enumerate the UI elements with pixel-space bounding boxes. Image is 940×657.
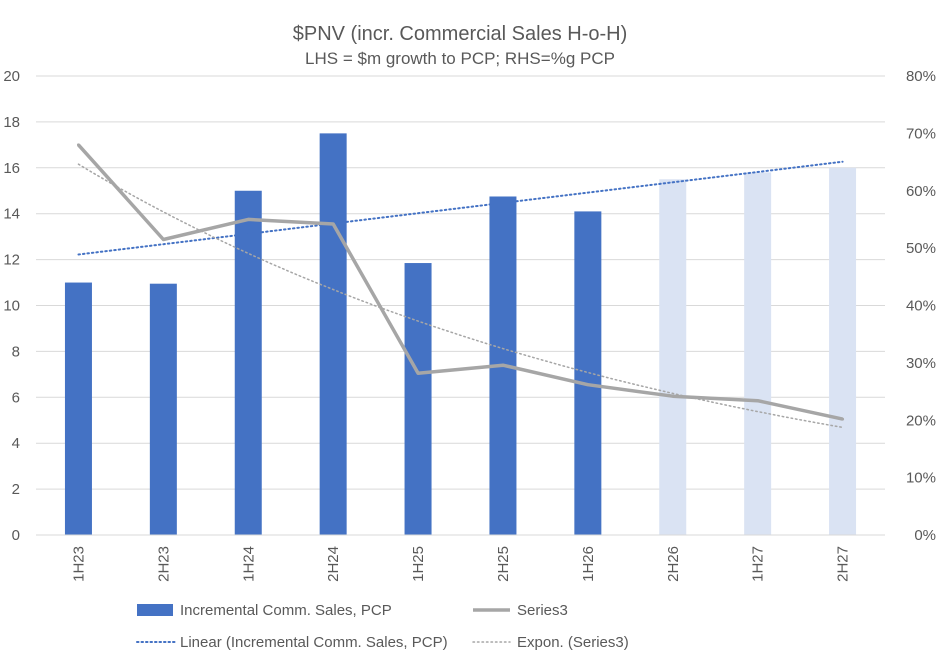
series3-line: [77, 143, 843, 421]
legend-swatch-bars: [137, 604, 173, 616]
x-tick-label: 2H27: [835, 546, 852, 582]
series3-point: [161, 238, 165, 242]
gridlines: [36, 75, 885, 536]
legend-label-expon: Expon. (Series3): [517, 634, 629, 651]
y-left-tick-label: 8: [12, 343, 20, 360]
y-right-tick-label: 50%: [906, 240, 936, 257]
y-right-tick-label: 80%: [906, 68, 936, 85]
bar: [659, 179, 687, 535]
series3-point: [841, 417, 845, 421]
series3-point: [416, 371, 420, 375]
y-right-tick-label: 20%: [906, 412, 936, 429]
linear-trendline: [77, 160, 844, 256]
legend: Incremental Comm. Sales, PCP Series3 Linea…: [136, 602, 629, 651]
x-tick-label: 1H27: [750, 546, 767, 582]
y-left-tick-label: 6: [12, 389, 20, 406]
x-tick-label: 1H23: [70, 546, 87, 582]
y-left-tick-label: 2: [12, 481, 20, 498]
y-right-tick-label: 0%: [914, 527, 936, 544]
y-left-tick-label: 12: [3, 252, 20, 269]
x-tick-label: 1H25: [410, 546, 427, 582]
x-tick-label: 1H24: [240, 546, 257, 582]
x-tick-label: 2H26: [665, 546, 682, 582]
trendlines: [77, 160, 844, 429]
series3-point: [331, 222, 335, 226]
y-left-tick-label: 18: [3, 114, 20, 131]
y-right-tick-label: 10%: [906, 470, 936, 487]
y-left-tick-label: 14: [3, 206, 20, 223]
y-right-tick-label: 40%: [906, 298, 936, 315]
y-left-tick-label: 10: [3, 298, 20, 315]
x-tick-label: 2H25: [495, 546, 512, 582]
series3-point: [246, 217, 250, 221]
y-left-tick-label: 4: [12, 435, 20, 452]
x-tick-label: 2H23: [155, 546, 172, 582]
y-left-tick-label: 16: [3, 160, 20, 177]
y-left-tick-label: 20: [3, 68, 20, 85]
bar: [234, 190, 262, 535]
y-right-tick-label: 60%: [906, 183, 936, 200]
chart-title: $PNV (incr. Commercial Sales H-o-H): [293, 23, 628, 45]
series3-point: [756, 399, 760, 403]
x-tick-label: 2H24: [325, 546, 342, 582]
y-left-tick-label: 0: [12, 527, 20, 544]
legend-label-bars: Incremental Comm. Sales, PCP: [180, 602, 392, 619]
series3-point: [76, 143, 80, 147]
chart-subtitle: LHS = $m growth to PCP; RHS=%g PCP: [305, 49, 615, 68]
y-right-tick-label: 70%: [906, 125, 936, 142]
y-right-tick-label: 30%: [906, 355, 936, 372]
series3-point: [586, 383, 590, 387]
series3-point: [501, 363, 505, 367]
bar: [744, 172, 772, 535]
bar: [319, 133, 347, 535]
exponential-trendline: [77, 163, 844, 429]
axes: 0 2 4 6 8 10 12 14 16 18 20 0% 10% 20% 30% 40% 50% 60% 70%…: [3, 68, 936, 582]
bars: [64, 133, 857, 536]
bar: [829, 167, 857, 536]
x-tick-label: 1H26: [580, 546, 597, 582]
legend-label-linear: Linear (Incremental Comm. Sales, PCP): [180, 634, 448, 651]
bar: [64, 282, 92, 535]
bar: [574, 211, 602, 535]
bar: [149, 283, 177, 535]
line-series: [76, 143, 845, 421]
series3-point: [671, 394, 675, 398]
legend-label-series3: Series3: [517, 602, 568, 619]
bar: [404, 263, 432, 535]
